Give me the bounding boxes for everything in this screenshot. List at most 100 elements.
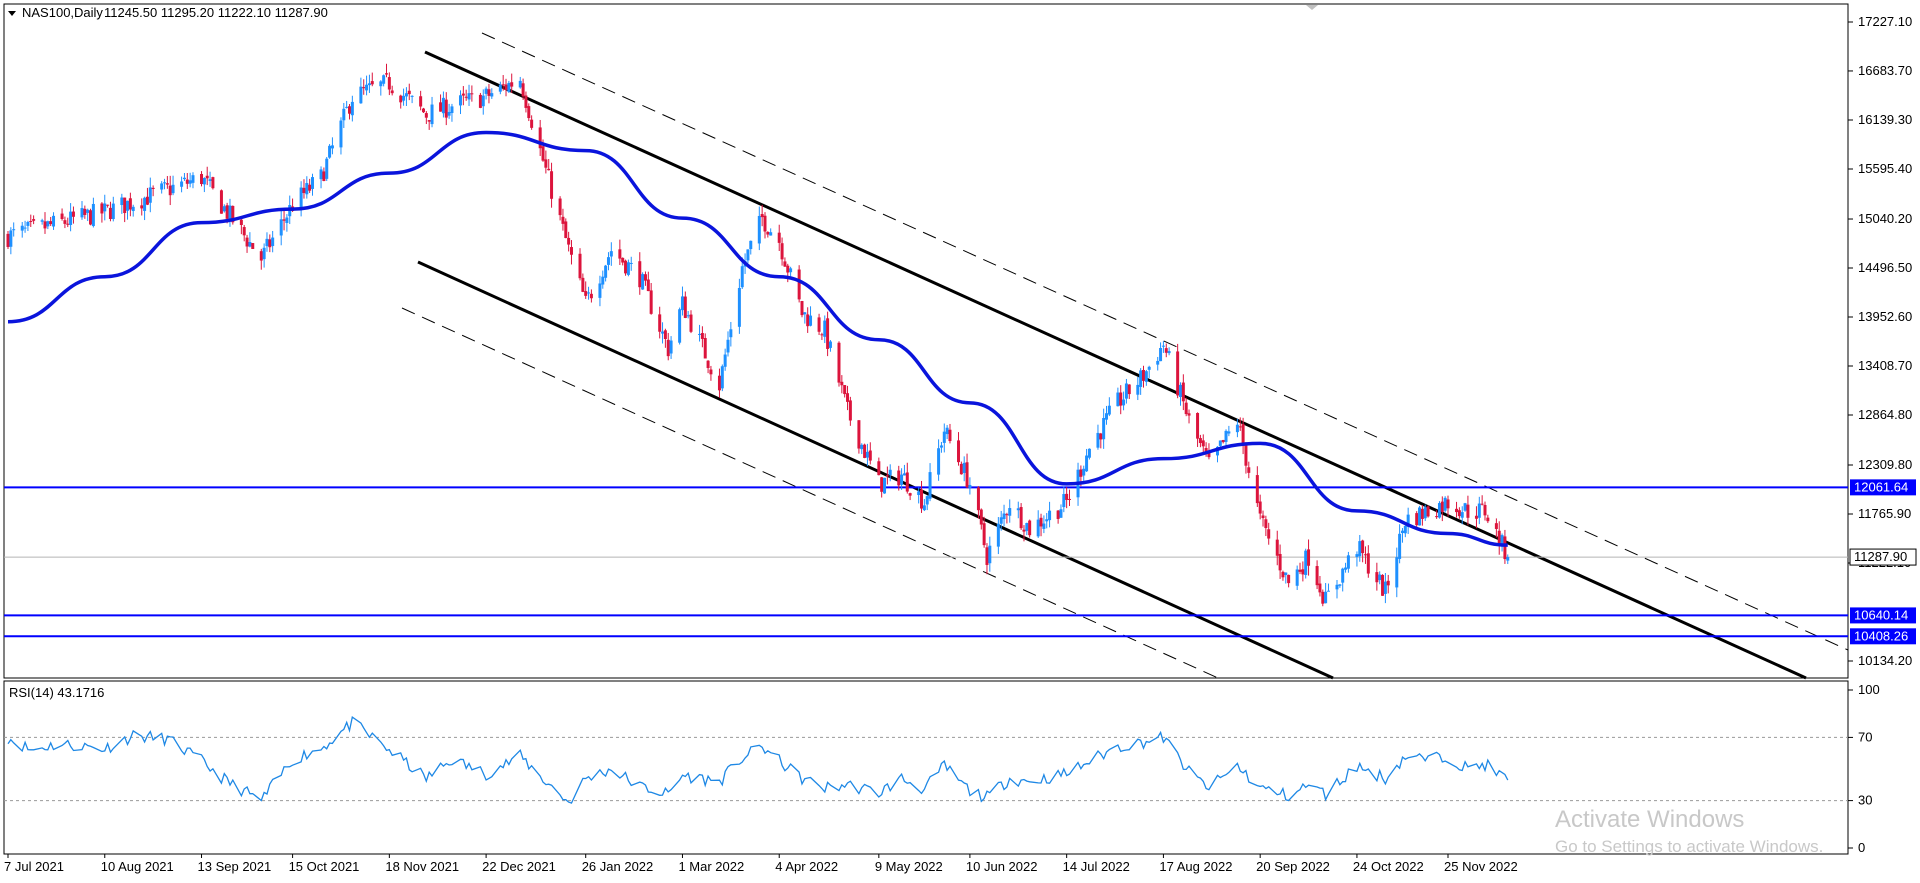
time-axis: 7 Jul 2021 10 Aug 2021 13 Sep 2021 15 Oct 2… [4, 854, 1518, 874]
candle [481, 89, 485, 115]
horizontal-levels[interactable] [4, 486, 1848, 638]
candle [1497, 521, 1501, 555]
candle [1002, 504, 1006, 527]
candle [1506, 554, 1510, 565]
candle [200, 171, 204, 187]
candle [550, 162, 554, 208]
candle [1045, 512, 1049, 529]
candle [328, 144, 332, 159]
candle [1178, 382, 1182, 406]
candle [501, 75, 505, 91]
price-channel [401, 32, 1849, 680]
current-price-label-bg [1849, 548, 1917, 566]
candle [444, 92, 448, 126]
candle [12, 222, 16, 237]
candle [1124, 378, 1128, 404]
candle [976, 486, 980, 519]
channel-outer-dashed-line[interactable] [481, 32, 1849, 651]
scroll-marker-icon[interactable] [1306, 5, 1318, 10]
rsi-tick-label: 30 [1858, 793, 1872, 808]
candle [1028, 519, 1032, 538]
price-tick-label: 14496.50 [1858, 260, 1912, 275]
rsi-tick-label: 100 [1858, 682, 1880, 697]
candle [421, 107, 425, 114]
candle [504, 78, 508, 97]
candle [547, 158, 551, 171]
candle [228, 198, 232, 227]
candle [1474, 506, 1478, 529]
candle [703, 333, 707, 359]
time-tick-label: 9 May 2022 [875, 859, 943, 874]
candle [1196, 412, 1200, 447]
candle [239, 218, 243, 235]
candle [1295, 565, 1299, 591]
candle [484, 86, 488, 100]
candle [245, 234, 249, 253]
candle [803, 312, 807, 324]
candle [1068, 489, 1072, 507]
candle [478, 92, 482, 109]
candle [1284, 572, 1288, 584]
candle [108, 201, 112, 222]
level-label-bg [1850, 479, 1916, 496]
candle [717, 368, 721, 398]
channel-inner-dashed-line[interactable] [401, 307, 1219, 679]
candle [106, 204, 110, 208]
candle [1437, 501, 1441, 519]
candle [1324, 583, 1328, 604]
candle [311, 173, 315, 196]
candle [126, 200, 130, 220]
candle [1477, 496, 1481, 525]
price-tick-label: 11765.90 [1858, 506, 1911, 521]
candle [404, 87, 408, 106]
rsi-levels [4, 736, 1848, 802]
candle [1016, 501, 1020, 519]
candle [826, 311, 830, 357]
candle [905, 462, 909, 494]
candle [880, 476, 884, 498]
candle [1241, 417, 1245, 455]
candle [1406, 507, 1410, 534]
candle [1378, 571, 1382, 585]
candle [40, 218, 44, 225]
candle [1025, 522, 1029, 536]
rsi-tick-label: 70 [1858, 729, 1872, 744]
candle [131, 204, 135, 217]
moving-average [7, 130, 1508, 547]
candle [780, 237, 784, 266]
candle [100, 202, 104, 223]
candle [279, 210, 283, 246]
candle [268, 234, 272, 253]
candle [1460, 506, 1464, 525]
candle [350, 95, 354, 122]
triangle-down-icon[interactable] [8, 11, 16, 16]
candle [1304, 548, 1308, 579]
candle [783, 257, 787, 268]
candle [1247, 461, 1251, 479]
candle [419, 90, 423, 111]
candle [939, 441, 943, 453]
candle [800, 300, 804, 318]
candle [922, 499, 926, 512]
channel-upper-line[interactable] [424, 50, 1807, 680]
candle [43, 212, 47, 234]
candle [1435, 510, 1439, 519]
candle [678, 307, 682, 345]
candle [359, 77, 363, 104]
candle [319, 166, 323, 189]
candle [840, 375, 844, 394]
candle [1375, 562, 1379, 591]
candle [424, 111, 428, 125]
level-price-label: 10640.14 [1854, 607, 1908, 622]
candle [120, 193, 124, 214]
candle [1198, 434, 1202, 448]
candle [208, 171, 212, 187]
candle [1235, 418, 1239, 438]
candle [111, 196, 115, 222]
channel-lower-line[interactable] [417, 260, 1334, 680]
candle [219, 189, 223, 214]
candle [185, 173, 189, 189]
candle [91, 197, 95, 228]
candle [1104, 405, 1108, 425]
